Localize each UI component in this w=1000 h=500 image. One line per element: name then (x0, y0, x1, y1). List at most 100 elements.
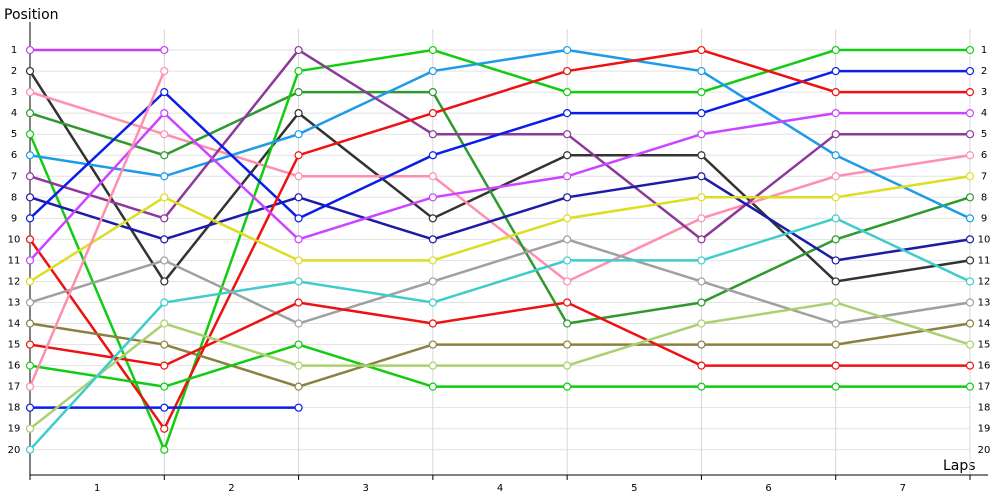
point (25, 130, 35, 139)
point (294, 319, 303, 328)
point (294, 235, 303, 244)
y-tick-label: 1 (11, 45, 17, 56)
point (294, 172, 303, 181)
y-tick-label-right: 14 (978, 319, 991, 330)
point (428, 277, 437, 286)
y-tick-label-right: 1 (981, 45, 987, 56)
point (831, 214, 840, 223)
x-tick-label: 5 (631, 483, 637, 494)
point (294, 256, 303, 265)
x-tick-label: 7 (900, 483, 906, 494)
point (160, 193, 169, 202)
series-line (29, 322, 971, 388)
point (831, 172, 840, 181)
point (160, 445, 169, 454)
series-line (29, 175, 971, 283)
y-tick-label-right: 4 (981, 108, 987, 119)
series-line (29, 69, 970, 220)
point (160, 424, 169, 433)
point (697, 298, 706, 307)
point (831, 319, 840, 328)
point (25, 319, 35, 328)
point (831, 382, 840, 391)
point (563, 298, 572, 307)
point (563, 172, 572, 181)
point (965, 45, 975, 55)
point (563, 109, 572, 118)
point (965, 214, 975, 223)
point (563, 340, 572, 349)
point (697, 130, 706, 139)
point (428, 214, 437, 223)
y-tick-label: 9 (11, 213, 17, 224)
point (697, 172, 706, 181)
y-tick-label-right: 6 (981, 150, 987, 161)
point (294, 403, 303, 412)
point (25, 382, 35, 391)
point (831, 340, 840, 349)
point (965, 172, 975, 181)
point (25, 66, 35, 76)
point (160, 382, 169, 391)
series-line (28, 48, 970, 454)
point (294, 193, 303, 202)
y-axis-title: Position (4, 7, 59, 23)
y-tick-label: 13 (8, 297, 21, 308)
point (25, 88, 35, 97)
point (965, 319, 975, 328)
point (831, 298, 840, 307)
point (831, 66, 840, 76)
point (294, 66, 303, 76)
point (965, 298, 975, 307)
point (25, 256, 35, 265)
series-line (29, 301, 971, 430)
y-tick-label: 18 (8, 403, 21, 414)
point (25, 193, 35, 202)
point (965, 109, 975, 118)
point (428, 193, 437, 202)
point (428, 45, 437, 55)
point (428, 382, 437, 391)
y-tick-label-right: 18 (978, 403, 991, 414)
point (563, 214, 572, 223)
point (697, 277, 706, 286)
point (160, 361, 169, 370)
point (965, 88, 975, 97)
series-line (29, 90, 971, 325)
y-tick-label: 12 (8, 276, 21, 287)
point (563, 193, 572, 202)
point (160, 256, 169, 265)
point (160, 130, 169, 139)
y-tick-label: 7 (11, 171, 17, 182)
y-tick-label-right: 16 (978, 361, 991, 372)
point (294, 130, 303, 139)
point (160, 151, 169, 160)
point (294, 340, 303, 349)
y-tick-label-right: 10 (978, 234, 991, 245)
point (697, 235, 706, 244)
point (697, 109, 706, 118)
point (697, 361, 706, 370)
point (160, 235, 169, 244)
point (831, 256, 840, 265)
point (25, 214, 35, 223)
y-tick-label: 5 (11, 129, 17, 140)
point (697, 214, 706, 223)
y-tick-label: 2 (11, 66, 17, 77)
series-line (29, 111, 970, 262)
point (428, 298, 437, 307)
point (160, 319, 169, 328)
point (563, 319, 572, 328)
point (294, 382, 303, 391)
point (831, 130, 840, 139)
point (428, 151, 437, 160)
point (563, 88, 572, 97)
y-tick-label: 15 (8, 340, 21, 351)
y-tick-label-right: 20 (978, 445, 991, 456)
point (160, 277, 169, 286)
point (697, 88, 706, 97)
point (294, 109, 303, 118)
point (831, 277, 840, 286)
point (25, 235, 35, 244)
series-line (29, 90, 971, 283)
